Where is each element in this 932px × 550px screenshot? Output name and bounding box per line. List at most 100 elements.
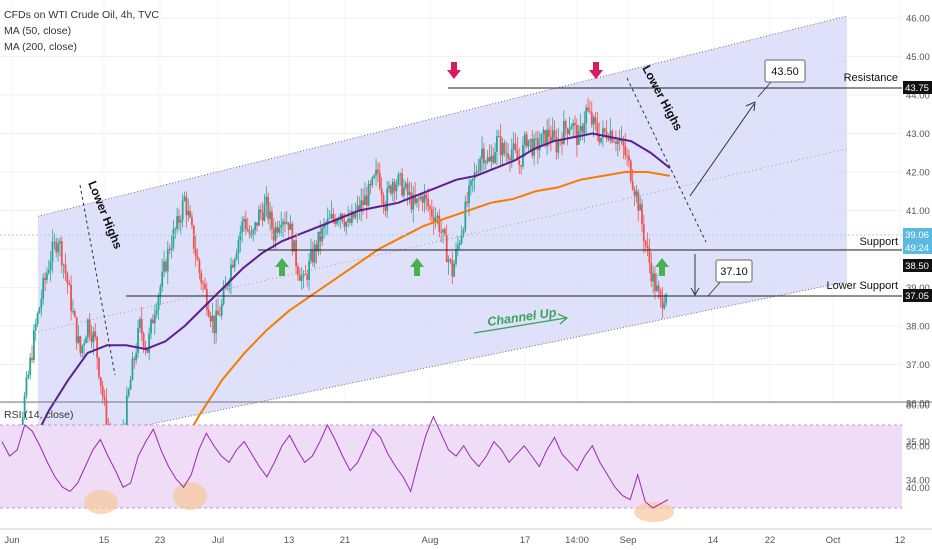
candle-body: [267, 196, 270, 220]
current-price-tag: [903, 228, 932, 254]
candle-body: [605, 131, 608, 139]
support-label: Support: [859, 236, 898, 248]
candle-body: [140, 319, 143, 334]
candle-body: [324, 224, 327, 226]
candle-body: [90, 335, 93, 343]
candle-body: [631, 180, 634, 190]
candle-body: [488, 157, 491, 162]
candle-body: [497, 136, 500, 137]
candle-body: [161, 271, 164, 287]
candle-body: [207, 309, 210, 317]
rsi-axis[interactable]: 40.00 60.00 80.00: [906, 401, 930, 494]
time-tick-label: 12: [895, 535, 906, 546]
rsi-highlight: [634, 502, 674, 522]
candle-body: [352, 211, 355, 218]
candle-body: [592, 117, 595, 125]
candle-body: [250, 235, 253, 237]
price-tick-label: 36.00: [906, 399, 930, 410]
candle-body: [529, 138, 532, 141]
lower-highs-trendline-right: [626, 77, 707, 243]
candle-body: [155, 309, 158, 315]
candle-body: [373, 175, 376, 178]
candle-body: [57, 243, 59, 253]
candle-body: [427, 198, 430, 207]
candle-body: [293, 240, 296, 252]
rsi-tick-label: 80.00: [906, 401, 930, 412]
candle-body: [633, 189, 636, 196]
candle-body: [166, 249, 169, 272]
rsi-legend: RSI (14, close): [4, 409, 74, 421]
candle-body: [408, 192, 411, 195]
candle-body: [53, 241, 56, 243]
candle-body: [94, 331, 97, 337]
candle-body: [231, 264, 234, 268]
candle-body: [365, 195, 368, 206]
price-tick-label: 39.00: [906, 283, 930, 294]
rsi-highlight: [84, 490, 118, 514]
candle-body: [179, 220, 182, 223]
candle-body: [150, 319, 152, 334]
candle-body: [204, 284, 206, 289]
candle-body: [326, 218, 329, 225]
candle-body: [401, 173, 403, 196]
candle-body: [347, 218, 350, 222]
candle-body: [393, 181, 396, 192]
candle-body: [436, 215, 439, 219]
candle-body: [276, 226, 279, 233]
candle-body: [131, 358, 134, 381]
time-tick-label: 22: [765, 535, 776, 546]
candle-body: [165, 261, 167, 272]
candle-body: [561, 140, 563, 144]
candle-body: [336, 219, 338, 224]
candle-body: [646, 245, 649, 248]
candle-body: [562, 121, 565, 144]
candle-body: [635, 191, 638, 196]
time-axis[interactable]: Jun 15 23 Jul 13 21 Aug 17 14:00 Sep 14 22 Oct 12: [4, 535, 905, 546]
candle-body: [477, 170, 480, 173]
resistance-price-tag: [903, 81, 932, 94]
candle-body: [659, 290, 662, 298]
candle-body: [390, 185, 392, 194]
candle-body: [27, 375, 30, 378]
candle-body: [581, 125, 584, 134]
candle-body: [419, 196, 422, 200]
candle-body: [252, 229, 255, 236]
candle-body: [125, 395, 128, 428]
candle-body: [360, 200, 363, 212]
candle-body: [362, 200, 364, 205]
time-tick-label: 15: [99, 535, 110, 546]
candle-body: [434, 218, 437, 223]
candle-body: [226, 285, 229, 287]
candle-body: [423, 194, 426, 203]
candle-body: [579, 125, 582, 132]
candle-body: [641, 204, 643, 225]
candle-body: [655, 285, 658, 291]
candle-body: [55, 241, 58, 253]
candle-body: [64, 264, 67, 274]
candle-body: [233, 259, 236, 268]
candle-body: [590, 112, 593, 125]
candle-body: [328, 218, 331, 219]
candle-body: [492, 155, 495, 163]
price-tick-label: 37.00: [906, 360, 930, 371]
candle-body: [505, 153, 508, 155]
candle-body: [157, 296, 160, 310]
candle-body: [469, 180, 472, 186]
candle-body: [572, 122, 575, 127]
candle-body: [174, 228, 177, 230]
candle-body: [29, 357, 32, 376]
candle-body: [215, 310, 218, 334]
candle-body: [334, 218, 337, 224]
ma50-line: [9, 132, 671, 485]
candle-body: [101, 385, 104, 397]
candle-body: [496, 136, 498, 153]
candle-body: [514, 143, 517, 151]
time-tick-label: Sep: [620, 535, 637, 546]
time-tick-label: 13: [284, 535, 295, 546]
candle-body: [587, 107, 589, 111]
candle-body: [70, 284, 72, 312]
candle-body: [280, 224, 283, 228]
candle-body: [414, 194, 417, 203]
candle-body: [183, 196, 186, 201]
